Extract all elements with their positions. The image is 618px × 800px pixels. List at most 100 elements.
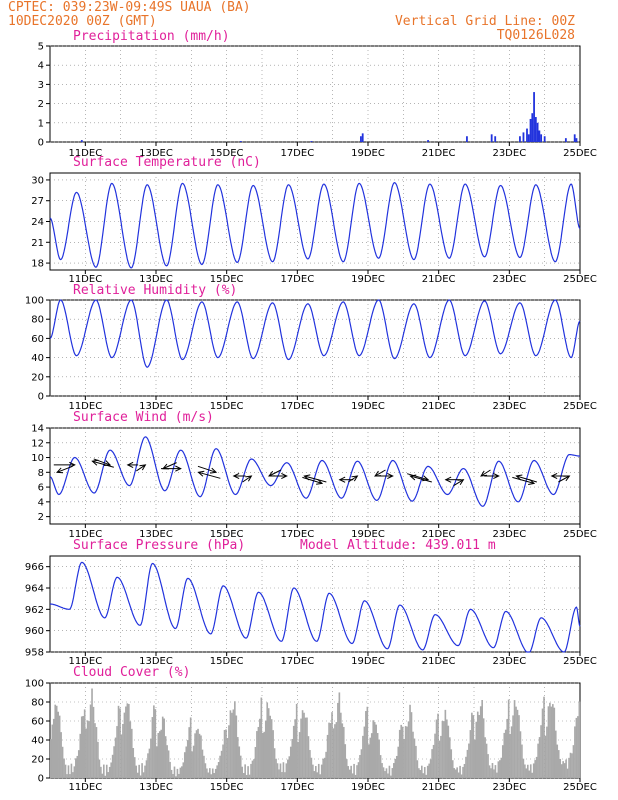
cloud-bar (104, 775, 107, 778)
y-tick-label: 21 (31, 238, 44, 249)
header-grid-info: Vertical Grid Line: 00Z (395, 14, 575, 29)
y-tick-label: 100 (25, 296, 44, 307)
cloud-bar (515, 706, 517, 778)
cloud-bar (369, 737, 372, 778)
precip-bar (533, 92, 535, 142)
cloud-bar (485, 743, 488, 778)
wind-arrow-head (104, 460, 112, 467)
cloud-bar (188, 727, 191, 778)
cloud-bar (340, 712, 342, 778)
cloud-bar (245, 774, 248, 778)
cloud-bar (345, 759, 348, 778)
cloud-bar (107, 772, 110, 778)
cloud-bar (368, 744, 370, 778)
cloud-bar (447, 725, 450, 778)
precip-bar (564, 138, 567, 142)
wind-arrow (136, 464, 147, 472)
cloud-bar (167, 750, 170, 778)
x-tick-label: 23DEC (492, 148, 526, 159)
cloud-bar (153, 705, 155, 778)
cloud-bar (220, 750, 223, 778)
x-tick-label: 25DEC (563, 529, 597, 540)
wind-arrow-head (444, 476, 452, 483)
wind-arrow (407, 473, 430, 482)
cloud-bar (189, 717, 192, 778)
cloud-bar (186, 740, 189, 778)
x-tick-label: 23DEC (492, 401, 526, 412)
cloud-bar (175, 776, 177, 778)
cloud-bar (72, 772, 74, 778)
cloud-bar (521, 744, 523, 778)
cloud-bar (560, 764, 563, 778)
cloud-bar (459, 765, 461, 778)
cloud-bar (379, 755, 382, 778)
cloud-bar (128, 704, 130, 778)
cloud-bar (487, 754, 489, 778)
cloud-bar (95, 727, 98, 778)
cloud-bar (123, 712, 126, 778)
cloud-bar (423, 767, 426, 778)
wind-arrow-head (387, 472, 394, 480)
precip-bar (310, 141, 313, 142)
wind-arrow-shaft (348, 475, 358, 483)
cloud-bar (111, 754, 114, 778)
cloud-bar (362, 735, 364, 778)
cloud-bar (222, 744, 224, 778)
cloud-bar (170, 769, 173, 778)
cloud-bar (298, 732, 301, 778)
cloud-bar (322, 758, 324, 778)
wind-arrow-shaft (93, 458, 111, 466)
cloud-bar (429, 759, 432, 778)
wind-arrow-head (528, 479, 536, 485)
cloud-bar (381, 763, 383, 778)
wind-arrow-head (55, 467, 64, 474)
cloud-bar (238, 746, 241, 778)
cloud-bar (395, 755, 398, 778)
cloud-bar (509, 733, 511, 778)
cloud-bar (454, 769, 457, 778)
precip-bar (526, 128, 528, 142)
cloud-bar (94, 723, 96, 778)
cloud-bar (566, 768, 569, 778)
cloud-bar (70, 763, 73, 778)
cloud-bar (331, 712, 333, 778)
cloud-bar (300, 718, 302, 778)
cloud-bar (113, 746, 115, 778)
cloud-bar (183, 752, 186, 778)
x-tick-label: 25DEC (563, 148, 597, 159)
cloud-bar (97, 741, 99, 778)
cloud-bar (234, 701, 236, 778)
x-tick-label: 17DEC (280, 401, 314, 412)
precip-bar (540, 134, 543, 142)
cloud-bar (235, 715, 238, 778)
cloud-bar (269, 715, 271, 778)
precip-bar (543, 136, 546, 142)
wind-arrow (197, 465, 218, 474)
cloud-bar (475, 721, 478, 778)
y-tick-label: 27 (31, 196, 44, 207)
x-tick-label: 13DEC (139, 148, 173, 159)
cloud-bar (203, 755, 205, 778)
cloud-bar (263, 731, 266, 778)
x-tick-label: 11DEC (68, 401, 102, 412)
cloud-bar (257, 726, 260, 778)
cloud-bar (481, 700, 483, 778)
x-tick-label: 13DEC (139, 401, 173, 412)
cloud-bar (244, 764, 246, 778)
cloud-bar (375, 724, 377, 778)
wind-arrow-shaft (162, 462, 177, 470)
cloud-bar (575, 717, 578, 778)
cloud-bar (577, 716, 579, 778)
cloud-bar (239, 755, 242, 778)
wind-arrow (160, 465, 182, 472)
precip-bar (536, 122, 539, 142)
cloud-bar (73, 766, 76, 778)
cloud-bar (303, 712, 305, 778)
wind-arrow-shaft (453, 479, 464, 487)
cloud-bar (138, 764, 140, 778)
header-line-1: CPTEC: 039:23W-09:49S UAUA (BA) (8, 0, 251, 15)
cloud-bar (419, 770, 422, 778)
wind-arrow-head (197, 470, 205, 477)
y-tick-label: 18 (31, 259, 44, 270)
wind-arrow-head (91, 459, 99, 466)
